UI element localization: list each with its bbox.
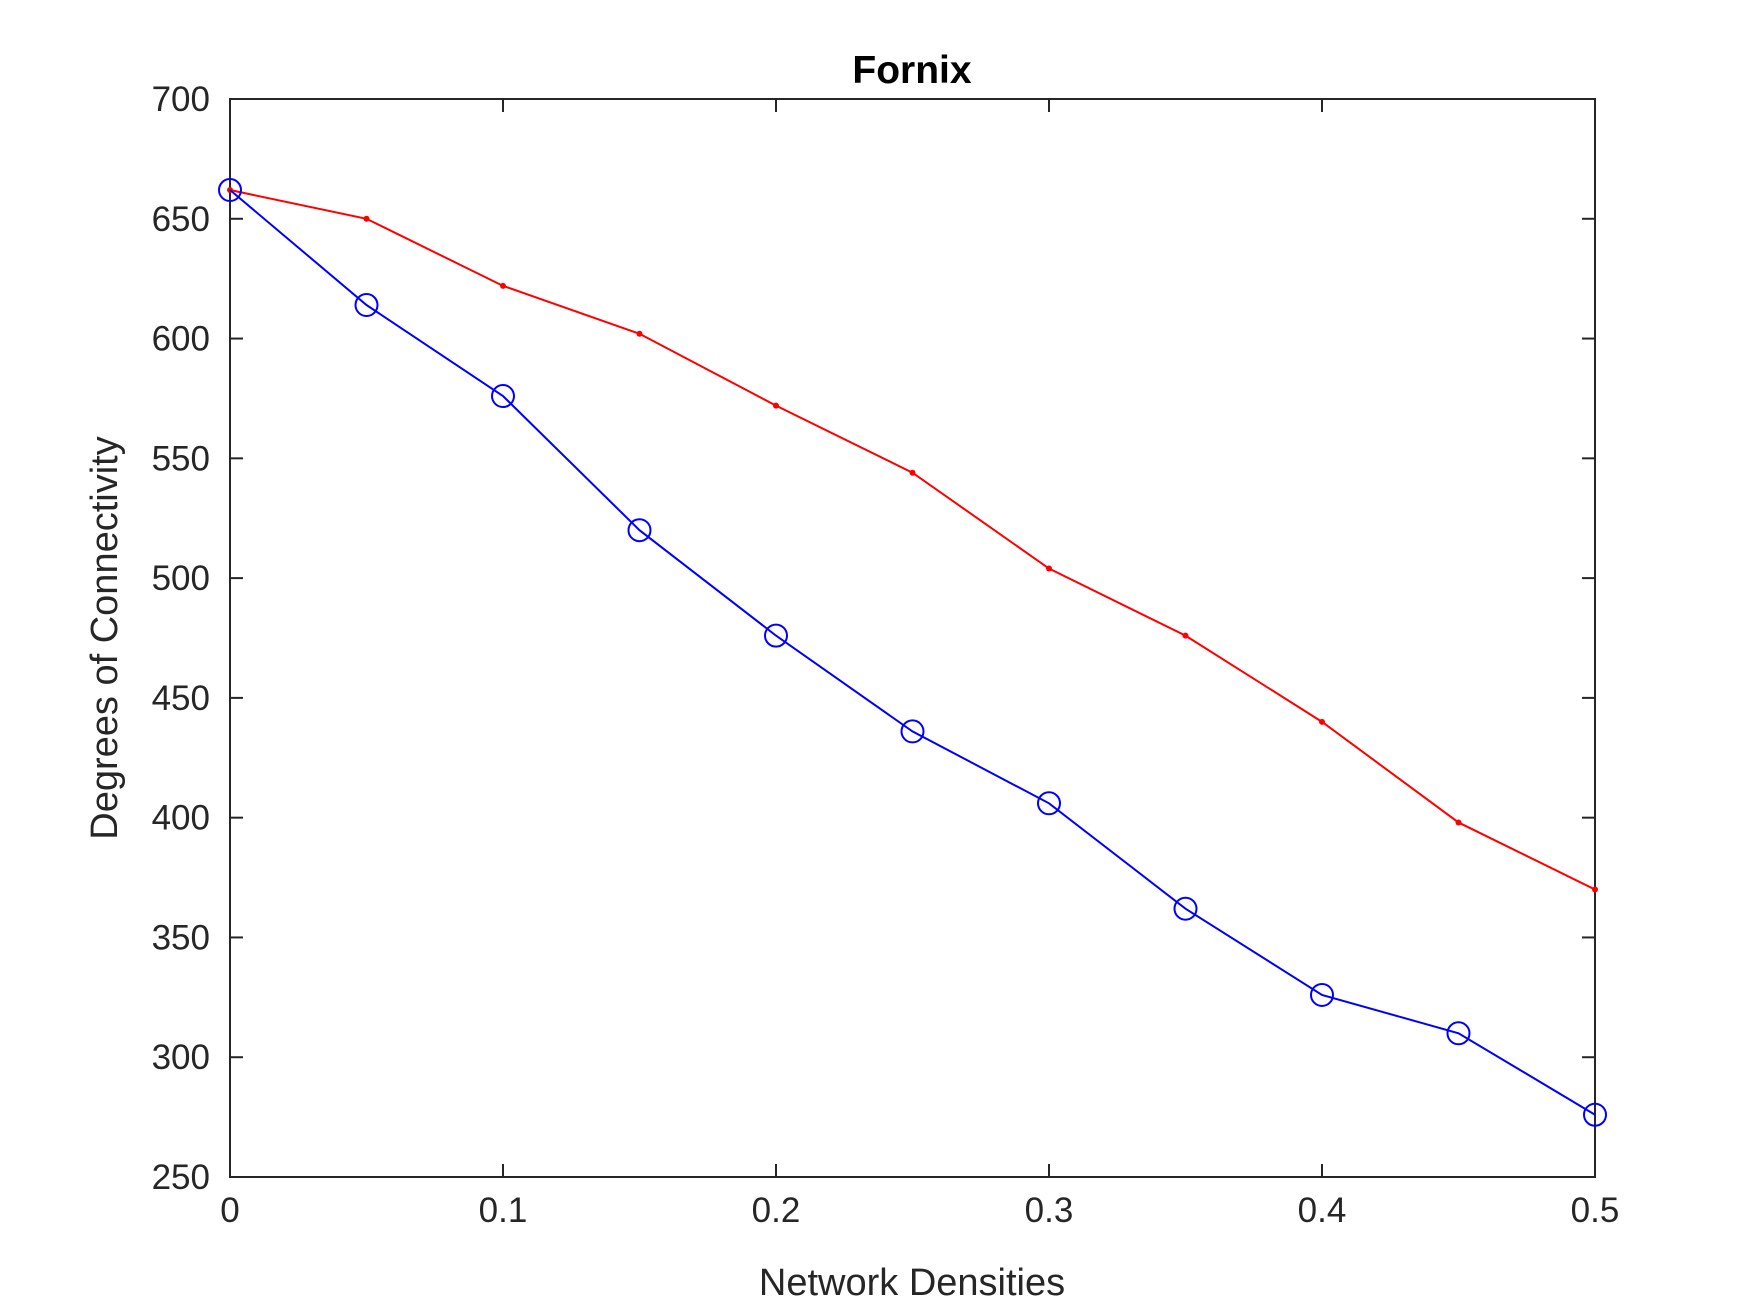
- x-tick-label: 0.3: [1025, 1191, 1074, 1230]
- y-tick-label: 350: [152, 918, 210, 957]
- data-point: [636, 330, 643, 337]
- data-point: [1446, 1021, 1471, 1046]
- y-tick-label: 550: [152, 439, 210, 478]
- y-tick-label: 300: [152, 1038, 210, 1077]
- y-tick-label: 700: [152, 80, 210, 119]
- tick-labels: 0 0.1 0.2 0.3 0.4 0.5 250 300 350 400 450 500 550 600…: [152, 80, 1620, 1230]
- data-point: [491, 384, 515, 409]
- y-axis-label: Degrees of Connectivity: [84, 436, 126, 839]
- data-point: [773, 402, 779, 409]
- x-tick-label: 0.5: [1571, 1191, 1620, 1230]
- data-point: [1310, 982, 1334, 1007]
- y-tick-label: 600: [152, 320, 210, 359]
- data-point: [218, 178, 242, 203]
- x-axis-label: Network Densities: [759, 1262, 1065, 1304]
- series-line-2: [229, 189, 1596, 1116]
- x-tick-label: 0.2: [752, 1191, 801, 1230]
- plot-area: [229, 98, 1596, 1178]
- x-tick-label: 0.1: [479, 1191, 528, 1230]
- y-tick-label: 400: [152, 799, 210, 838]
- x-tick-label: 0.4: [1298, 1191, 1347, 1230]
- series-group: [218, 178, 1607, 1127]
- data-point: [1182, 632, 1189, 639]
- data-point: [1037, 791, 1061, 816]
- y-tick-label: 450: [152, 679, 210, 718]
- axis-ticks: [229, 98, 1596, 1178]
- data-point: [900, 719, 925, 744]
- data-point: [627, 518, 652, 543]
- data-point: [1173, 896, 1198, 921]
- data-point: [1592, 886, 1598, 893]
- data-point: [909, 469, 916, 476]
- data-point: [363, 215, 370, 222]
- y-tick-label: 650: [152, 200, 210, 239]
- data-point: [1319, 718, 1325, 725]
- data-point: [354, 293, 379, 318]
- y-tick-label: 250: [152, 1158, 210, 1197]
- data-point: [1046, 565, 1052, 572]
- data-point: [764, 623, 788, 648]
- y-tick-label: 500: [152, 559, 210, 598]
- x-tick-label: 0: [220, 1191, 239, 1230]
- data-point: [500, 282, 506, 289]
- data-point: [1583, 1102, 1607, 1127]
- data-point: [1455, 819, 1462, 826]
- chart-title: Fornix: [852, 49, 971, 92]
